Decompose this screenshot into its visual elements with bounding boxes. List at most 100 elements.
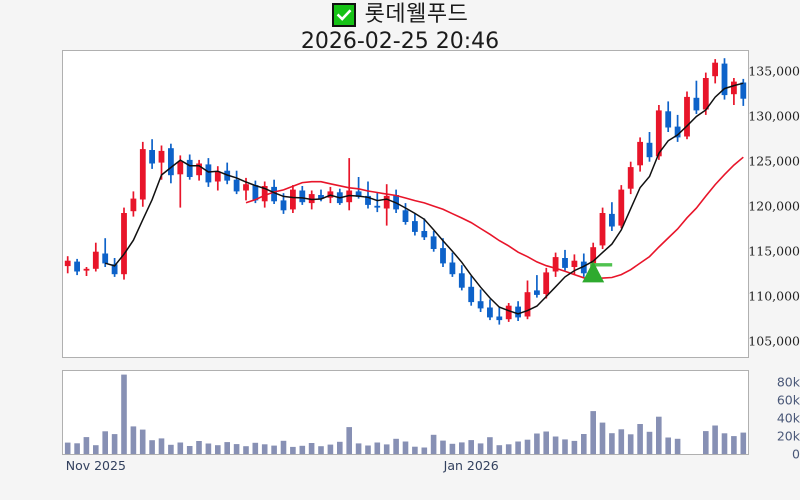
- volume-bar: [158, 438, 165, 454]
- candle: [580, 253, 587, 277]
- candle: [534, 275, 540, 298]
- candle: [64, 256, 71, 274]
- price-tick-label: 125,000: [748, 153, 800, 169]
- candle: [430, 231, 437, 252]
- volume-bar: [318, 446, 324, 454]
- volume-tick-label: 80k: [776, 374, 800, 390]
- volume-bar: [83, 437, 90, 454]
- candle: [346, 158, 353, 211]
- candlestick-plot: [64, 58, 747, 325]
- volume-bar: [627, 434, 634, 454]
- candle: [111, 258, 118, 277]
- candle: [74, 258, 80, 276]
- volume-bar: [421, 447, 428, 454]
- volume-bar: [224, 442, 230, 454]
- volume-bar: [355, 443, 362, 454]
- price-tick-label: 105,000: [748, 333, 800, 349]
- candle: [609, 202, 615, 231]
- volume-bar: [646, 431, 653, 454]
- volume-bar: [459, 442, 465, 454]
- candle: [383, 184, 390, 226]
- candle: [543, 267, 550, 299]
- volume-bar: [440, 440, 446, 454]
- chart-header: 롯데웰푸드 2026-02-25 20:46: [0, 0, 800, 54]
- volume-bar: [731, 436, 737, 454]
- volume-bar: [308, 443, 315, 454]
- candle: [149, 139, 155, 169]
- candle: [655, 105, 662, 160]
- candle: [702, 72, 709, 115]
- volume-bar: [477, 443, 484, 454]
- candle: [515, 301, 521, 321]
- volume-bar: [130, 426, 137, 454]
- candle: [496, 306, 503, 325]
- candle: [130, 191, 137, 217]
- volume-bar: [271, 445, 277, 454]
- candle: [505, 303, 512, 322]
- candle: [233, 170, 240, 195]
- candle: [186, 154, 193, 180]
- volume-bar: [280, 440, 287, 454]
- volume-bar: [243, 446, 249, 454]
- volume-bar: [656, 416, 662, 454]
- candle: [458, 265, 465, 291]
- price-tick-label: 110,000: [748, 288, 800, 304]
- candle: [139, 141, 146, 207]
- candle: [477, 289, 484, 312]
- volume-bar: [412, 446, 418, 454]
- candle: [355, 177, 362, 199]
- ma-short-line: [104, 82, 744, 315]
- volume-bar: [139, 429, 146, 454]
- candle: [599, 207, 606, 249]
- page-title: 롯데웰푸드: [364, 2, 469, 27]
- volume-bar: [562, 439, 568, 454]
- candle: [214, 166, 221, 191]
- volume-bar: [177, 442, 184, 454]
- volume-bar: [261, 444, 268, 454]
- candle: [121, 207, 127, 280]
- title-row: 롯데웰푸드: [0, 1, 800, 29]
- volume-tick-label: 60k: [776, 392, 800, 408]
- timestamp-label: 2026-02-25 20:46: [300, 29, 500, 54]
- candle: [468, 276, 475, 306]
- candle: [684, 91, 690, 140]
- volume-bar: [186, 446, 193, 454]
- candle: [487, 299, 493, 321]
- volume-tick-label: 0: [792, 446, 800, 462]
- candle: [168, 143, 174, 184]
- volume-bar: [543, 431, 549, 454]
- candle: [440, 238, 446, 267]
- price-panel[interactable]: [62, 50, 749, 358]
- volume-bar: [102, 431, 108, 454]
- candle: [196, 159, 202, 181]
- volume-bar: [215, 445, 221, 454]
- volume-bar: [524, 439, 531, 454]
- volume-bar: [64, 442, 71, 454]
- volume-bar: [196, 441, 202, 454]
- volume-bar: [721, 433, 728, 454]
- candle: [646, 132, 653, 162]
- candle: [524, 280, 531, 320]
- candle: [674, 114, 681, 142]
- volume-bar: [233, 444, 240, 454]
- volume-bar: [449, 443, 456, 454]
- volume-bar: [609, 433, 615, 454]
- volume-bar: [299, 445, 306, 454]
- volume-bar: [552, 436, 559, 454]
- candle: [693, 80, 700, 114]
- candle: [299, 186, 306, 205]
- buy-signal-marker[interactable]: [582, 261, 613, 283]
- candle: [721, 58, 728, 100]
- volume-bar: [618, 429, 625, 454]
- candle: [412, 213, 418, 236]
- volume-bar: [383, 444, 390, 454]
- candle: [562, 249, 568, 271]
- date-tick-label: Jan 2026: [443, 458, 499, 473]
- volume-panel[interactable]: [62, 370, 749, 455]
- volume-bar: [121, 374, 127, 454]
- candle: [158, 145, 165, 180]
- candle: [102, 238, 109, 267]
- volume-bar: [374, 442, 381, 454]
